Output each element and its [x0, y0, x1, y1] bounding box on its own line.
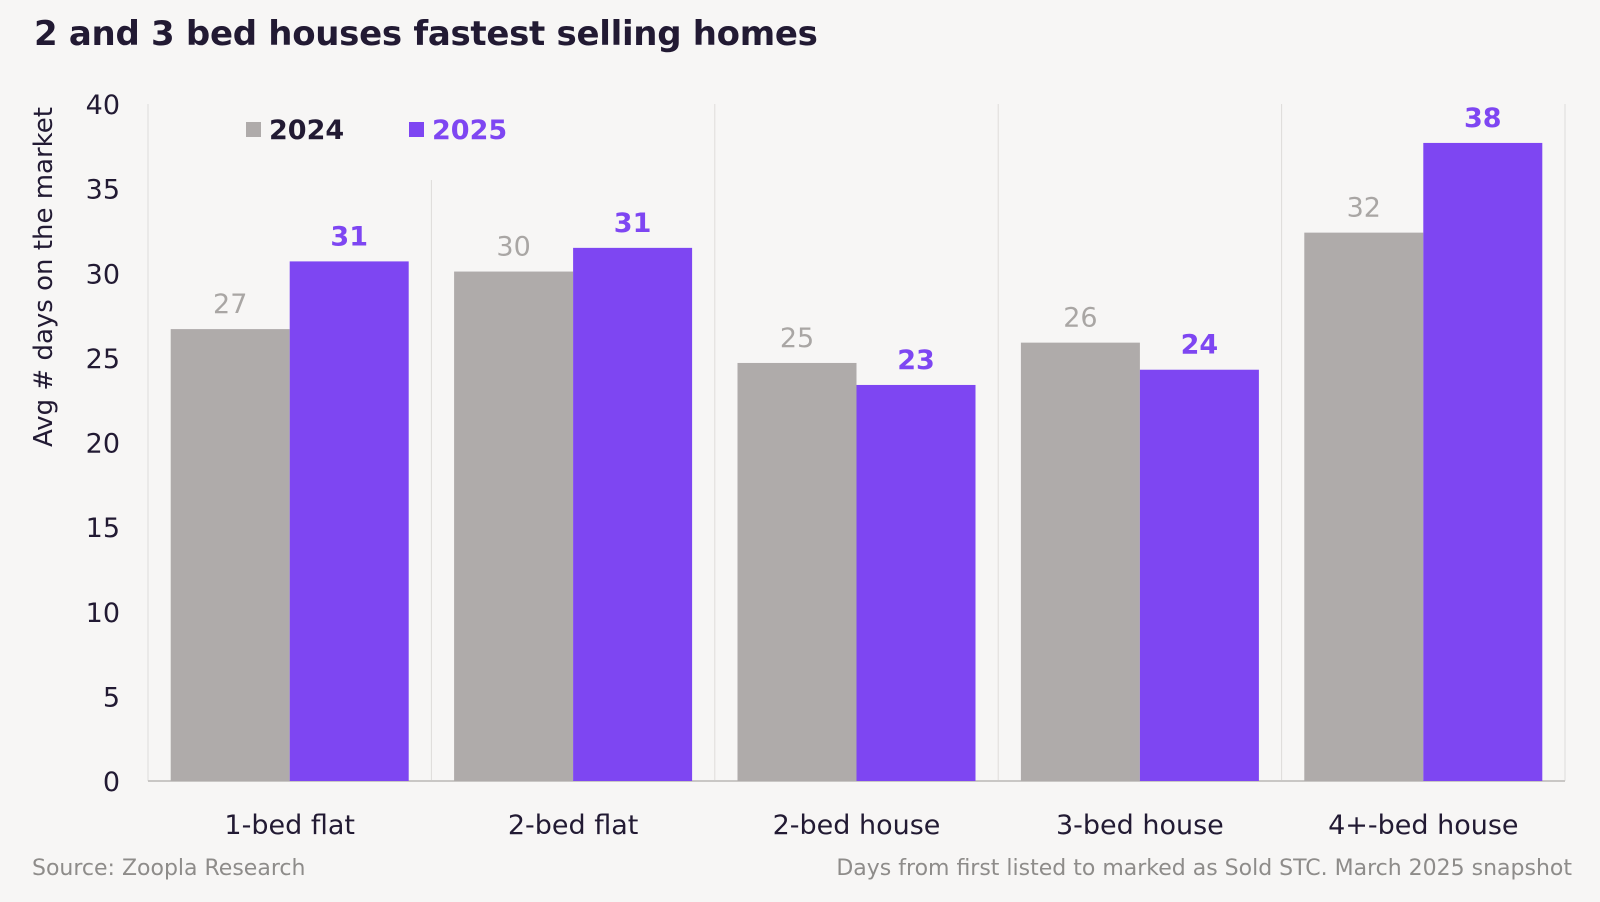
- data-label-2025: 24: [1181, 330, 1219, 361]
- x-tick-label: 4+-bed house: [1328, 810, 1518, 841]
- bar-2025: [1423, 142, 1543, 782]
- x-tick-label: 2-bed house: [773, 810, 941, 841]
- bar-2024: [1020, 342, 1140, 781]
- legend-label-2025: 2025: [432, 115, 507, 146]
- legend-label-2024: 2024: [269, 115, 344, 146]
- bar-2025: [573, 247, 693, 782]
- y-tick-label: 0: [103, 767, 120, 798]
- bar-2025: [1139, 369, 1259, 781]
- bar-2024: [737, 362, 857, 781]
- source-note: Source: Zoopla Research: [32, 856, 306, 881]
- data-label-2024: 27: [213, 289, 247, 320]
- data-label-2024: 30: [496, 232, 530, 263]
- y-tick-label: 20: [86, 429, 120, 460]
- y-tick-label: 40: [86, 90, 120, 121]
- bar-2024: [170, 329, 290, 781]
- y-tick-label: 10: [86, 598, 120, 629]
- bar-2025: [289, 261, 409, 782]
- y-axis-label: Avg # days on the market: [29, 107, 59, 447]
- y-tick-label: 30: [86, 259, 120, 290]
- data-label-2024: 26: [1063, 303, 1097, 334]
- methodology-note: Days from first listed to marked as Sold…: [836, 856, 1572, 881]
- bar-2025: [856, 384, 976, 781]
- y-tick-label: 15: [86, 513, 120, 544]
- data-label-2025: 38: [1464, 103, 1502, 134]
- bar-2024: [1304, 232, 1424, 781]
- data-label-2025: 31: [614, 208, 652, 239]
- y-tick-label: 25: [86, 344, 120, 375]
- legend-swatch-2025: [409, 122, 424, 137]
- x-tick-label: 2-bed flat: [508, 810, 639, 841]
- x-tick-label: 3-bed house: [1056, 810, 1224, 841]
- bar-2024: [454, 271, 574, 781]
- chart-title: 2 and 3 bed houses fastest selling homes: [34, 14, 818, 54]
- legend-swatch-2024: [246, 122, 261, 137]
- y-tick-label: 5: [103, 682, 120, 713]
- data-label-2025: 31: [330, 221, 368, 252]
- y-tick-label: 35: [86, 175, 120, 206]
- data-label-2024: 25: [780, 323, 814, 354]
- x-tick-label: 1-bed flat: [224, 810, 355, 841]
- data-label-2025: 23: [897, 345, 935, 376]
- data-label-2024: 32: [1347, 193, 1381, 224]
